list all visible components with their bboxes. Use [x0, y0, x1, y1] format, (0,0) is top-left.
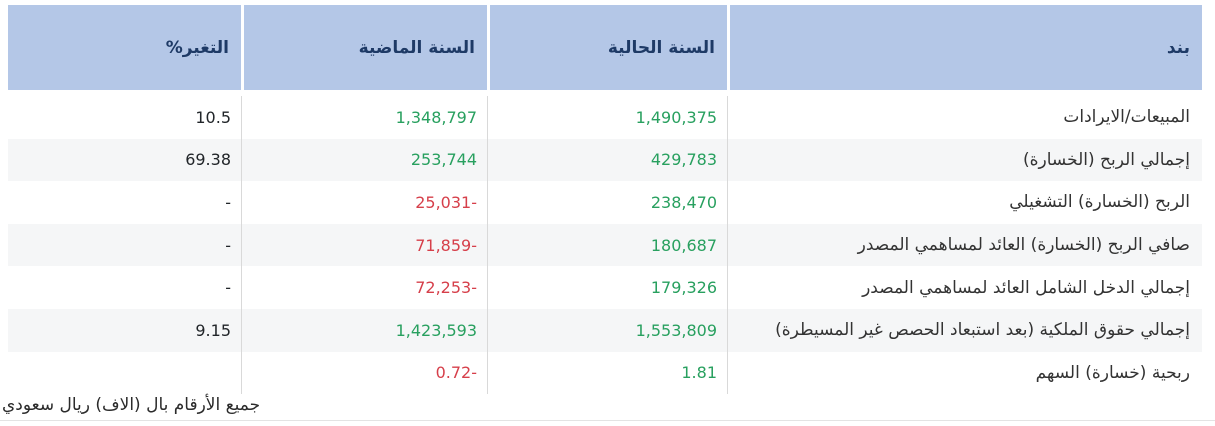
row-change-value: - [225, 192, 231, 212]
row-current-value: 1.81 [487, 351, 727, 395]
row-item-label: صافي الربح (الخسارة) العائد لمساهمي المص… [727, 223, 1202, 267]
row-previous-value: 72,253- [241, 266, 487, 309]
table-row-net-profit-shareholders: صافي الربح (الخسارة) العائد لمساهمي المص… [8, 223, 1202, 267]
units-footnote: جميع الأرقام بال (الاف) ريال سعودي [2, 395, 261, 415]
row-item-label: الربح (الخسارة) التشغيلي [727, 181, 1202, 224]
row-item-label: إجمالي حقوق الملكية (بعد استبعاد الحصص غ… [727, 308, 1202, 352]
row-previous-value: 25,031- [241, 181, 487, 224]
table-row-comprehensive-income: إجمالي الدخل الشامل العائد لمساهمي المصد… [8, 266, 1202, 309]
row-change-value: 9.15 [195, 320, 231, 340]
row-current-value: 429,783 [487, 138, 727, 182]
row-previous-value: 253,744 [241, 138, 487, 182]
row-change-value: 10.5 [195, 107, 231, 127]
table-body: المبيعات/الايرادات 1,490,375 1,348,797 1… [8, 96, 1202, 395]
row-current-value: 180,687 [487, 223, 727, 267]
table-row-gross-profit: إجمالي الربح (الخسارة) 429,783 253,744 6… [8, 138, 1202, 182]
row-item-label: ربحية (خسارة) السهم [727, 351, 1202, 395]
table-row-earnings-per-share: ربحية (خسارة) السهم 1.81 0.72- [8, 351, 1202, 395]
row-current-value: 238,470 [487, 181, 727, 224]
row-item-label: إجمالي الربح (الخسارة) [727, 138, 1202, 182]
row-current-value: 179,326 [487, 266, 727, 309]
table-row-sales-revenues: المبيعات/الايرادات 1,490,375 1,348,797 1… [8, 96, 1202, 139]
row-previous-value: 1,348,797 [241, 96, 487, 139]
row-change-value: - [225, 235, 231, 255]
column-header-current-year: السنة الحالية [487, 5, 727, 90]
table-row-total-equity: إجمالي حقوق الملكية (بعد استبعاد الحصص غ… [8, 308, 1202, 352]
row-change-value: - [225, 278, 231, 298]
row-change-value [8, 352, 241, 395]
column-header-previous-year: السنة الماضية [241, 5, 487, 90]
financial-summary-table: بند السنة الحالية السنة الماضية التغير% … [8, 5, 1202, 395]
row-previous-value: 0.72- [241, 351, 487, 395]
table-header-row: بند السنة الحالية السنة الماضية التغير% [8, 5, 1202, 90]
bottom-divider [0, 420, 1215, 421]
row-change-value: 69.38 [185, 150, 231, 170]
row-current-value: 1,490,375 [487, 96, 727, 139]
row-previous-value: 1,423,593 [241, 308, 487, 352]
row-item-label: إجمالي الدخل الشامل العائد لمساهمي المصد… [727, 266, 1202, 309]
column-header-change-pct: التغير% [8, 5, 241, 90]
row-previous-value: 71,859- [241, 223, 487, 267]
row-item-label: المبيعات/الايرادات [727, 96, 1202, 139]
column-header-item: بند [727, 5, 1202, 90]
row-current-value: 1,553,809 [487, 308, 727, 352]
table-row-operating-profit: الربح (الخسارة) التشغيلي 238,470 25,031-… [8, 181, 1202, 224]
